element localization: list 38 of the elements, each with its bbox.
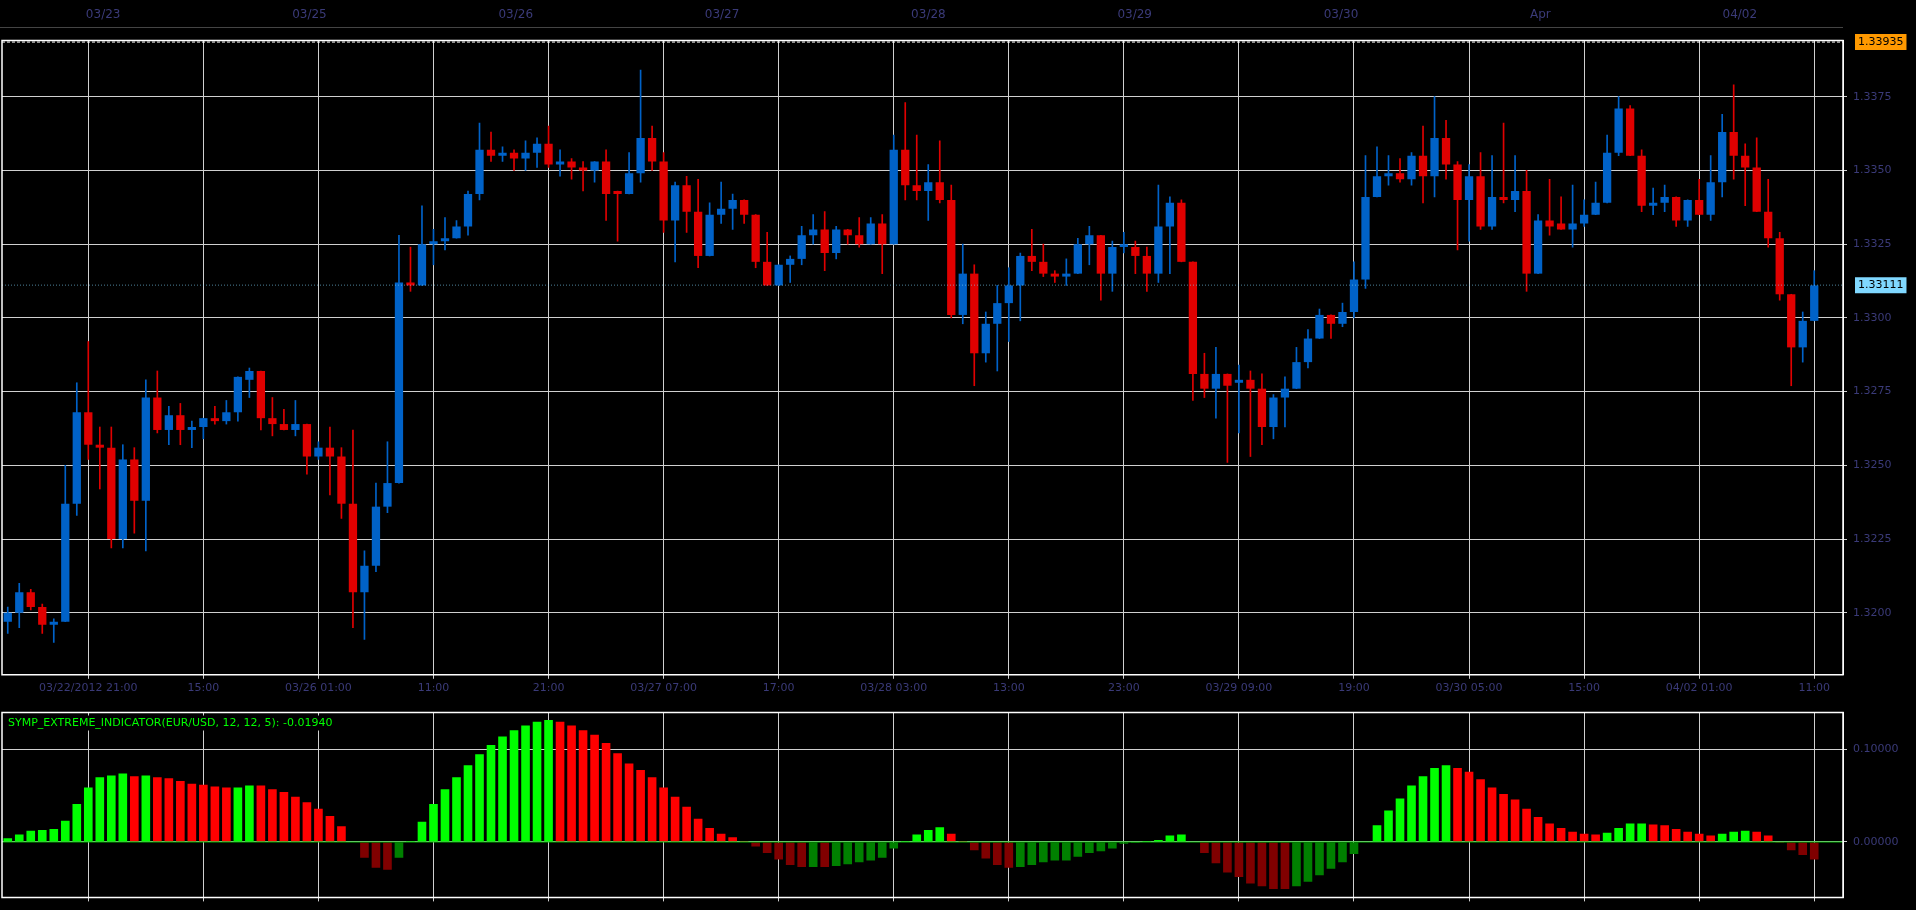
x-tick-label: 03/26 01:00: [284, 681, 352, 695]
text: 03/29: [1117, 6, 1153, 21]
x-tick-label: 11:00: [417, 681, 450, 695]
y-tick-label: 0.00000: [1853, 834, 1899, 848]
x-tick-label: 23:00: [1108, 681, 1140, 695]
text: 03/27: [704, 6, 740, 21]
x-tick-label: 03/30 05:00: [1435, 681, 1503, 695]
x-tick-label: 19:00: [1338, 681, 1370, 695]
y-tick-label: 1.3225: [1853, 531, 1892, 545]
text: 03/23: [85, 6, 121, 21]
x-tick-label: 15:00: [1568, 681, 1600, 695]
x-tick-label: 03/27 07:00: [630, 681, 698, 695]
y-tick-label: 1.3250: [1853, 458, 1892, 472]
x-tick-label: 17:00: [762, 681, 795, 695]
x-tick-label: 13:00: [992, 681, 1025, 695]
text: 03/30: [1323, 6, 1359, 21]
x-tick-label: 21:00: [532, 681, 565, 695]
y-tick-label: 1.3375: [1853, 89, 1892, 103]
y-tick-label: 0.10000: [1853, 742, 1899, 756]
ref-line-label: 1.33935: [1858, 34, 1904, 48]
x-tick-label: 11:00: [1798, 681, 1831, 695]
text: 04/02: [1722, 6, 1758, 21]
x-tick-label: 04/02 01:00: [1665, 681, 1733, 695]
y-tick-label: 1.3300: [1853, 310, 1892, 324]
x-tick-label: 03/28 03:00: [860, 681, 928, 695]
x-tick-label: 15:00: [187, 681, 220, 695]
y-tick-label: 1.3275: [1853, 384, 1892, 398]
ref-line-label: 1.33111: [1858, 278, 1904, 291]
x-tick-label: 03/29 09:00: [1205, 681, 1273, 695]
x-tick-label: 03/22/2012 21:00: [38, 681, 138, 695]
y-tick-label: 1.3350: [1853, 163, 1892, 177]
y-tick-label: 1.3200: [1853, 605, 1892, 619]
chart-title: SYMP_EXTREME_INDICATOR(EUR/USD, 12, 12, 5): -0.01940: [8, 715, 333, 729]
text: 03/26: [498, 6, 534, 21]
y-tick-label: 1.3325: [1853, 236, 1892, 250]
text: 03/25: [292, 6, 327, 21]
text: 03/28: [911, 6, 946, 21]
text: Apr: [1530, 6, 1551, 21]
